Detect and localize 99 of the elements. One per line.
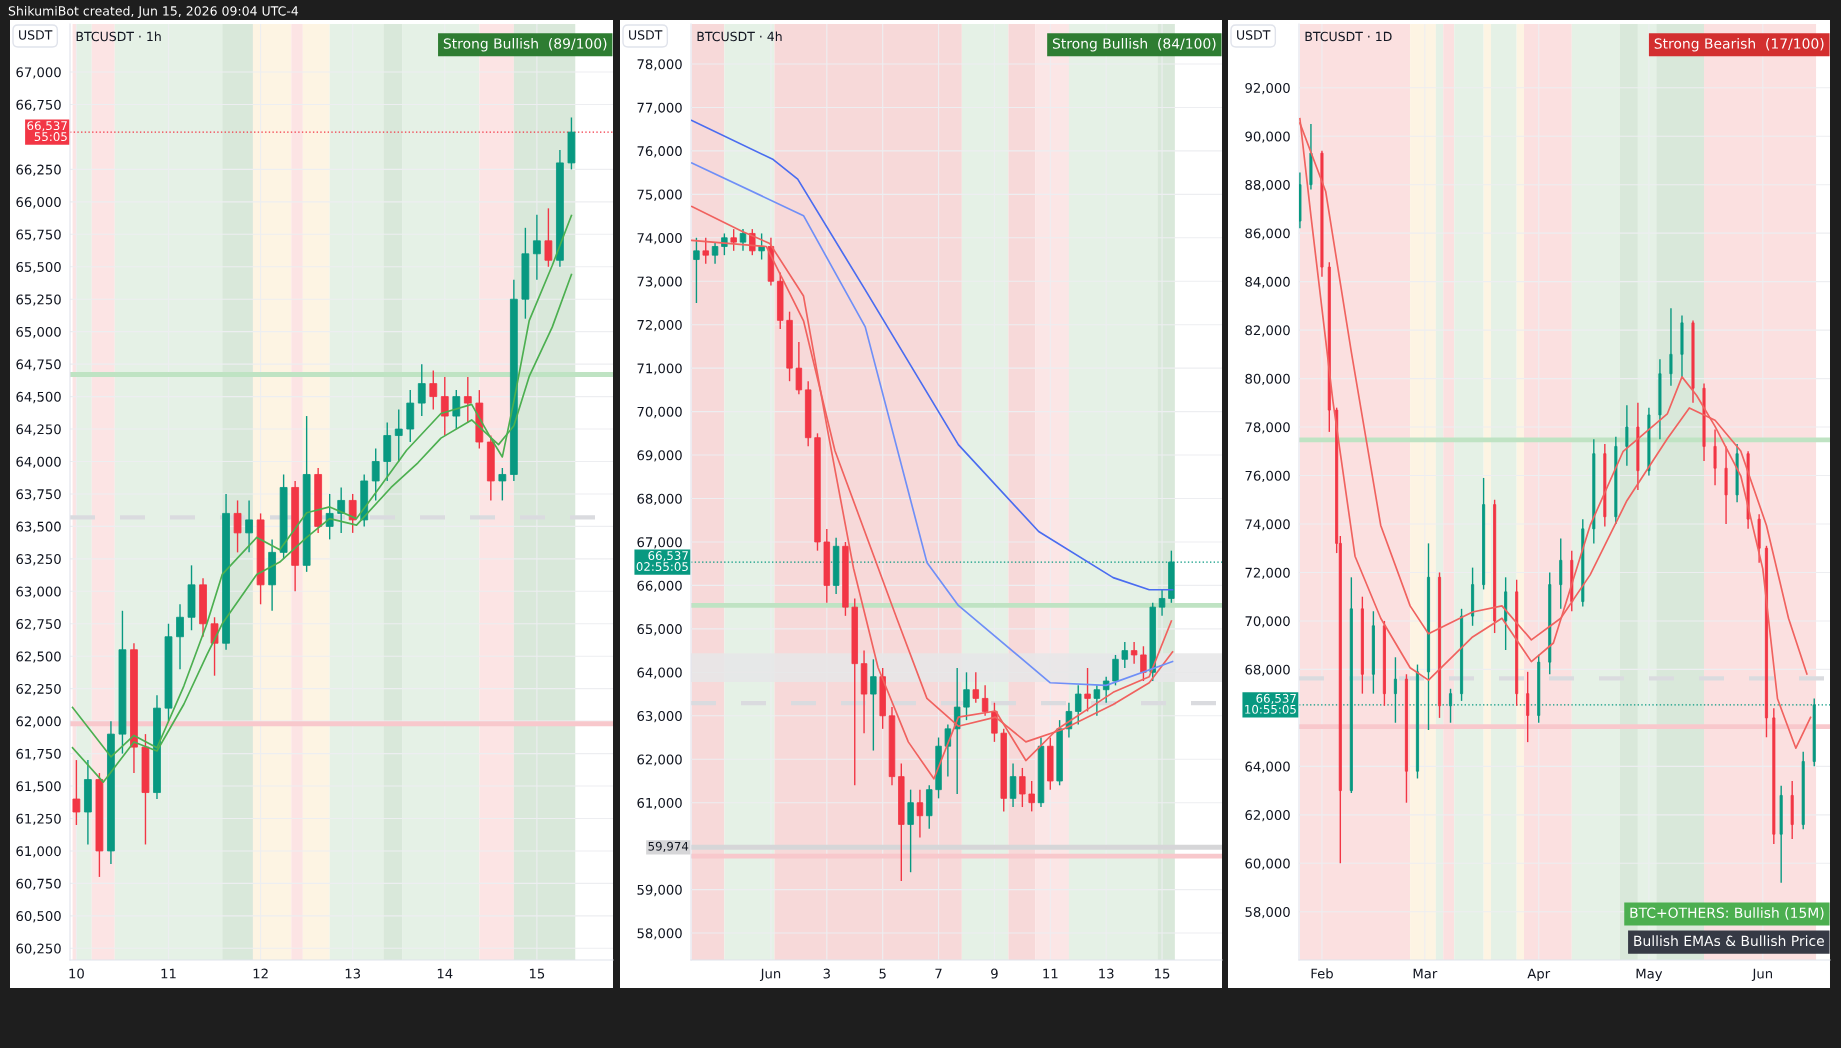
x-tick-label: 7 <box>935 968 942 979</box>
y-tick-label: 59,000 <box>637 884 682 897</box>
ref-line-label: 66,537 55:05 <box>27 121 67 142</box>
y-tick-label: 76,000 <box>637 146 682 158</box>
y-tick-label: 62,000 <box>637 754 682 766</box>
text: Strong Bullish (89/100) <box>443 38 607 52</box>
text: ShikumiBot created, Jun 15, 2026 09:04 UTC-4 <box>8 5 299 18</box>
y-tick-label: 62,750 <box>16 618 61 631</box>
x-tick-label: 9 <box>991 968 998 979</box>
y-tick-label: 92,000 <box>1245 82 1290 95</box>
x-tick-label: 12 <box>253 968 268 979</box>
y-tick-label: 66,750 <box>16 99 61 112</box>
y-tick-label: 77,000 <box>637 102 682 114</box>
y-tick-label: 58,000 <box>1245 906 1290 919</box>
x-tick-label: Jun <box>1751 968 1772 981</box>
y-tick-label: 82,000 <box>1245 325 1290 337</box>
chart-title: BTCUSDT · 1h <box>76 31 161 42</box>
y-tick-label: 75,000 <box>637 189 682 201</box>
y-tick-label: 65,750 <box>16 229 61 241</box>
y-tick-label: 65,000 <box>16 326 61 339</box>
y-tick-label: 71,000 <box>637 363 682 375</box>
annotation: BTC+OTHERS: Bullish (15M) <box>1630 907 1824 920</box>
x-tick-label: 10 <box>69 968 84 979</box>
y-axis-title: USDT <box>19 30 53 40</box>
x-tick-label: 11 <box>161 968 176 979</box>
y-tick-label: 62,000 <box>16 716 61 728</box>
x-tick-label: 15 <box>529 968 545 979</box>
y-tick-label: 64,000 <box>637 667 682 679</box>
y-tick-label: 60,500 <box>16 911 61 923</box>
x-tick-label: May <box>1636 968 1663 982</box>
x-tick-label: 11 <box>1043 968 1058 979</box>
y-tick-label: 65,500 <box>16 261 61 274</box>
y-tick-label: 66,000 <box>637 580 682 592</box>
y-tick-label: 63,250 <box>16 554 61 566</box>
x-tick-label: 13 <box>1099 968 1114 979</box>
y-tick-label: 74,000 <box>1245 519 1290 531</box>
y-tick-label: 70,000 <box>1245 616 1290 628</box>
x-tick-label: 14 <box>437 968 453 979</box>
y-tick-label: 60,000 <box>1245 858 1290 870</box>
x-tick-label: 13 <box>345 968 361 979</box>
y-tick-label: 58,000 <box>637 928 682 940</box>
y-tick-label: 63,500 <box>16 521 61 533</box>
y-tick-label: 72,000 <box>637 319 682 332</box>
y-tick-label: 60,750 <box>16 878 61 890</box>
y-tick-label: 64,750 <box>16 359 61 371</box>
x-tick-label: 15 <box>1155 968 1170 979</box>
chart-title: BTCUSDT · 4h <box>697 31 782 42</box>
y-tick-label: 74,000 <box>637 233 682 245</box>
y-tick-label: 66,250 <box>16 164 61 176</box>
y-tick-label: 72,000 <box>1245 567 1290 580</box>
y-tick-label: 80,000 <box>1245 373 1290 386</box>
y-tick-label: 61,500 <box>16 781 61 793</box>
y-tick-label: 60,250 <box>16 943 61 955</box>
y-tick-label: 90,000 <box>1245 131 1290 143</box>
x-tick-label: 3 <box>823 968 830 979</box>
y-tick-label: 62,000 <box>1245 810 1290 822</box>
text: Strong Bullish (84/100) <box>1052 38 1216 52</box>
y-tick-label: 61,000 <box>16 846 61 858</box>
x-tick-label: Feb <box>1311 968 1333 979</box>
x-tick-label: Mar <box>1413 968 1438 979</box>
y-axis-title: USDT <box>1237 30 1271 40</box>
y-tick-label: 64,000 <box>1245 761 1290 773</box>
y-tick-label: 88,000 <box>1245 179 1290 192</box>
y-tick-label: 84,000 <box>1245 276 1290 289</box>
x-tick-label: 5 <box>879 968 886 979</box>
y-tick-label: 76,000 <box>1245 470 1290 483</box>
y-axis-title: USDT <box>629 30 663 40</box>
annotation: Bullish EMAs & Bullish Price <box>1634 935 1824 947</box>
y-tick-label: 78,000 <box>1245 422 1290 434</box>
y-tick-label: 61,750 <box>16 748 61 761</box>
y-tick-label: 64,000 <box>16 456 61 469</box>
y-tick-label: 68,000 <box>637 493 682 506</box>
y-tick-label: 62,500 <box>16 651 61 663</box>
text: Strong Bearish (17/100) <box>1654 38 1824 52</box>
chart-title: BTCUSDT · 1D <box>1305 31 1392 42</box>
x-tick-label: Jun <box>759 968 781 981</box>
y-tick-label: 69,000 <box>637 450 682 462</box>
y-tick-label: 78,000 <box>637 59 682 71</box>
y-tick-label: 67,000 <box>637 537 682 549</box>
y-tick-label: 63,750 <box>16 489 61 501</box>
y-tick-label: 68,000 <box>1245 664 1290 676</box>
y-tick-label: 65,000 <box>637 624 682 636</box>
y-tick-label: 61,250 <box>16 813 61 826</box>
y-tick-label: 63,000 <box>637 711 682 723</box>
y-tick-label: 65,250 <box>16 294 61 306</box>
ref-line-label: 66,537 10:55:05 <box>1245 693 1296 714</box>
y-tick-label: 64,250 <box>16 424 61 436</box>
y-tick-label: 70,000 <box>637 406 682 419</box>
y-tick-label: 61,000 <box>637 797 682 810</box>
x-tick-label: Apr <box>1527 968 1551 982</box>
y-tick-label: 86,000 <box>1245 228 1290 240</box>
y-tick-label: 62,250 <box>16 683 61 696</box>
ref-line-label: 66,537 02:55:05 <box>636 551 688 572</box>
ref-line-label: 59,974 <box>648 841 689 852</box>
y-tick-label: 66,000 <box>16 197 61 209</box>
y-tick-label: 63,000 <box>16 586 61 598</box>
y-tick-label: 67,000 <box>16 67 61 79</box>
y-tick-label: 73,000 <box>637 276 682 288</box>
y-tick-label: 64,500 <box>16 391 61 404</box>
